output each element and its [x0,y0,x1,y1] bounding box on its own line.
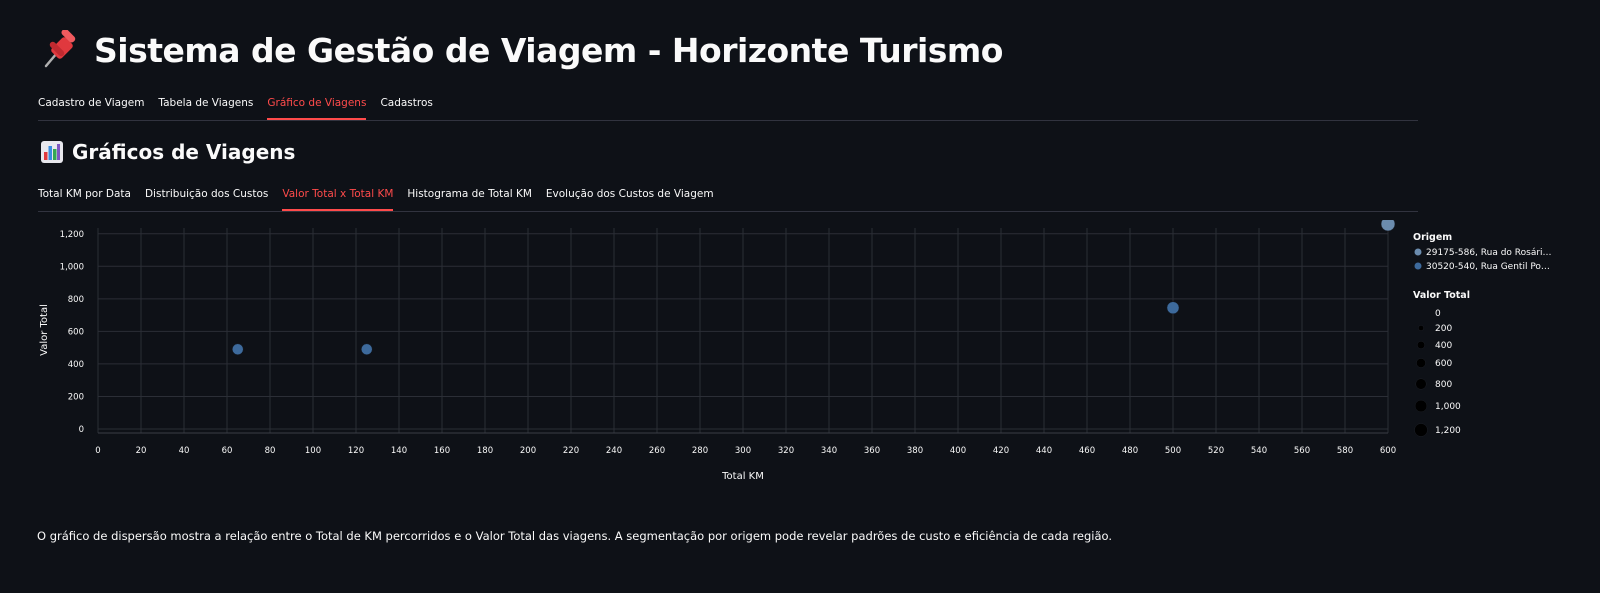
y-tick-label: 600 [68,327,84,337]
x-tick-label: 380 [907,446,923,456]
x-tick-label: 100 [305,446,321,456]
x-tick-label: 420 [993,446,1009,456]
tab-total-km-por-data[interactable]: Total KM por Data [38,188,131,200]
scatter-point[interactable] [1380,216,1396,232]
x-tick-label: 400 [950,446,966,456]
pushpin-icon [44,30,76,68]
section-header: Gráficos de Viagens [40,140,295,164]
x-tick-label: 200 [520,446,536,456]
y-tick-label: 0 [79,425,84,435]
size-legend-label: 0 [1435,309,1441,319]
x-tick-label: 340 [821,446,837,456]
x-tick-label: 80 [265,446,276,456]
x-tick-label: 120 [348,446,364,456]
y-tick-label: 200 [68,392,84,402]
chart-svg[interactable]: 0 20 40 60 80 100 120 140 160 180 200 220 240 260 280 3… [0,216,1600,500]
chart-ticks: 0 20 40 60 80 100 120 140 160 180 200 220 240 260 280 3… [60,230,1396,456]
tab-valor-total-x-total-km[interactable]: Valor Total x Total KM [282,188,394,211]
page-header: Sistema de Gestão de Viagem - Horizonte … [40,30,1003,70]
x-tick-label: 40 [179,446,190,456]
x-tick-label: 500 [1165,446,1181,456]
x-tick-label: 600 [1380,446,1396,456]
size-legend-marker [1414,399,1428,413]
tab-cadastro-de-viagem[interactable]: Cadastro de Viagem [38,97,145,109]
y-tick-label: 1,200 [60,230,84,240]
size-legend-marker [1414,423,1428,437]
chart-tab-bar: Total KM por Data Distribuição dos Custo… [38,188,714,211]
x-tick-label: 580 [1337,446,1353,456]
x-tick-label: 320 [778,446,794,456]
x-tick-label: 560 [1294,446,1310,456]
size-legend-marker [1416,358,1426,368]
x-tick-label: 540 [1251,446,1267,456]
page-title: Sistema de Gestão de Viagem - Horizonte … [94,30,1003,70]
size-legend-marker [1418,325,1424,331]
legend-title-origem: Origem [1413,232,1452,243]
scatter-point[interactable] [361,343,373,356]
bar-chart-icon [41,141,63,163]
scatter-point[interactable] [232,343,244,356]
x-tick-label: 440 [1036,446,1052,456]
size-legend-marker [1415,378,1427,390]
size-legend-label: 1,000 [1435,402,1461,412]
x-tick-label: 480 [1122,446,1138,456]
x-tick-label: 60 [222,446,233,456]
legend-title-valor-total: Valor Total [1413,290,1470,301]
size-legend-label: 800 [1435,380,1452,390]
chart-points[interactable] [232,216,1396,356]
section-title: Gráficos de Viagens [72,140,296,164]
tab-distribuicao-dos-custos[interactable]: Distribuição dos Custos [144,188,269,200]
x-tick-label: 0 [95,446,100,456]
tab-cadastros[interactable]: Cadastros [380,97,433,109]
main-tab-divider [38,120,1418,121]
x-tick-label: 220 [563,446,579,456]
size-legend-label: 600 [1435,359,1452,369]
x-tick-label: 460 [1079,446,1095,456]
size-legend-label: 1,200 [1435,426,1461,436]
size-legend-label: 200 [1435,324,1452,334]
x-axis-label: Total KM [721,471,764,482]
chart-legend[interactable]: Origem 29175-586, Rua do Rosári… 30520-540… [1413,232,1552,437]
y-tick-label: 1,000 [60,262,84,272]
legend-entry[interactable]: 30520-540, Rua Gentil Po… [1426,262,1550,272]
x-tick-label: 520 [1208,446,1224,456]
x-tick-label: 360 [864,446,880,456]
x-tick-label: 260 [649,446,665,456]
chart-tab-divider [38,211,1418,212]
x-tick-label: 280 [692,446,708,456]
size-legend-marker [1416,340,1426,350]
x-tick-label: 180 [477,446,493,456]
chart-grid [97,228,1389,434]
chart-description: O gráfico de dispersão mostra a relação … [37,529,1113,543]
y-axis-label: Valor Total [39,304,50,356]
scatter-chart[interactable]: 0 20 40 60 80 100 120 140 160 180 200 220 240 260 280 3… [0,216,1600,500]
tab-evolucao-dos-custos[interactable]: Evolução dos Custos de Viagem [545,188,714,200]
x-tick-label: 20 [136,446,147,456]
y-tick-label: 800 [68,295,84,305]
x-tick-label: 240 [606,446,622,456]
tab-histograma-de-total-km[interactable]: Histograma de Total KM [407,188,532,200]
y-tick-label: 400 [68,360,84,370]
x-tick-label: 160 [434,446,450,456]
x-tick-label: 300 [735,446,751,456]
legend-entry[interactable]: 29175-586, Rua do Rosári… [1426,248,1552,258]
legend-swatch[interactable] [1414,248,1422,256]
size-legend-label: 400 [1435,341,1452,351]
tab-tabela-de-viagens[interactable]: Tabela de Viagens [158,97,254,109]
legend-swatch[interactable] [1414,262,1422,270]
tab-grafico-de-viagens[interactable]: Gráfico de Viagens [267,97,367,120]
x-tick-label: 140 [391,446,407,456]
scatter-point[interactable] [1166,301,1180,315]
main-tab-bar: Cadastro de Viagem Tabela de Viagens Grá… [38,97,433,120]
